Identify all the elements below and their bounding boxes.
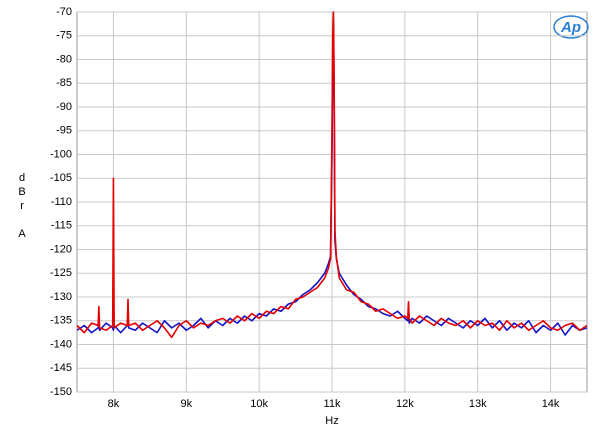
y-tick-label: -85 [56, 77, 72, 89]
y-tick-label: -140 [50, 338, 72, 350]
y-tick-label: -80 [56, 53, 72, 65]
y-tick-label: -125 [50, 267, 72, 279]
x-tick-label: 10k [250, 398, 268, 410]
y-tick-label: -145 [50, 362, 72, 374]
y-tick-label: -135 [50, 315, 72, 327]
y-tick-label: -95 [56, 125, 72, 137]
x-axis-label: Hz [325, 415, 338, 427]
y-tick-label: -130 [50, 291, 72, 303]
y-tick-label: -90 [56, 101, 72, 113]
y-tick-label: -110 [51, 196, 72, 208]
y-tick-label: -150 [50, 386, 72, 398]
y-tick-label: -105 [50, 172, 72, 184]
logo: Ap [560, 19, 581, 36]
x-tick-label: 13k [469, 398, 487, 410]
series-line [76, 11, 588, 339]
y-tick-label: -120 [50, 243, 72, 255]
y-axis-label: dBr A [16, 172, 28, 242]
y-tick-label: -115 [51, 220, 72, 232]
logo-ring [553, 15, 589, 39]
y-tick-label: -100 [50, 148, 72, 160]
y-tick-label: -70 [56, 6, 72, 18]
x-tick-label: 9k [180, 398, 192, 410]
y-tick-label: -75 [56, 30, 72, 42]
x-tick-label: 14k [542, 398, 560, 410]
x-tick-label: 11k [324, 398, 341, 410]
x-tick-label: 8k [108, 398, 120, 410]
x-tick-label: 12k [396, 398, 414, 410]
